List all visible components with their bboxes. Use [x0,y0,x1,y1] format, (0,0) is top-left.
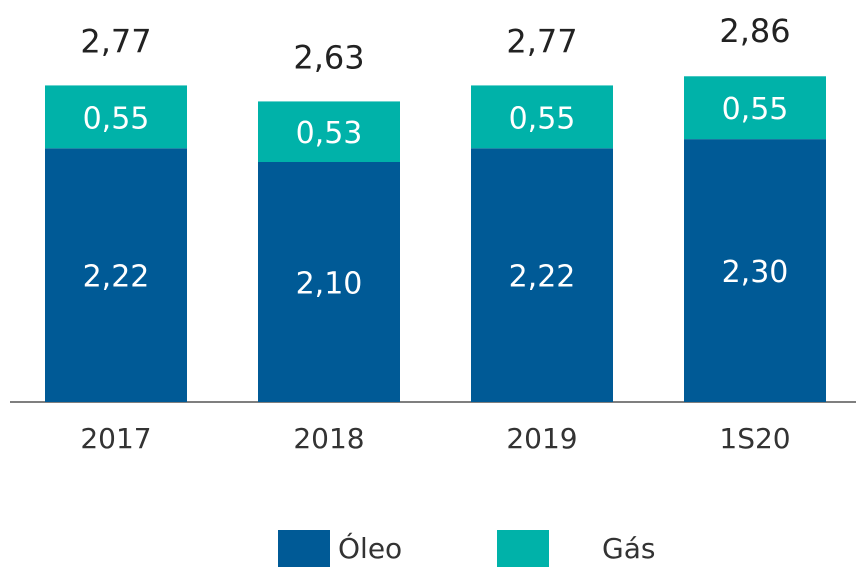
x-tick-label: 2018 [293,422,364,455]
bar-segment [471,85,613,149]
value-label: 2,30 [722,255,789,290]
x-tick-label: 2017 [80,422,151,455]
bar-segment [471,148,613,402]
legend-swatch [497,530,549,567]
bar-segment [684,139,826,402]
total-label: 2,77 [80,22,151,60]
bar-segment [45,85,187,149]
value-label: 0,55 [83,101,150,136]
legend-label: Gás [602,532,655,565]
x-tick-label: 1S20 [719,422,790,455]
total-label: 2,63 [293,38,364,76]
value-label: 0,55 [509,101,576,136]
value-label: 0,53 [296,116,363,151]
value-label: 2,10 [296,267,363,302]
legend-swatch [278,530,330,567]
bar-segment [684,76,826,140]
value-label: 0,55 [722,92,789,127]
legend-label: Óleo [338,531,402,565]
bar-segment [45,148,187,402]
x-tick-label: 2019 [506,422,577,455]
bar-segment [258,101,400,162]
value-label: 2,22 [83,260,150,295]
total-label: 2,77 [506,22,577,60]
value-label: 2,22 [509,260,576,295]
total-label: 2,86 [719,12,790,50]
bar-segment [258,162,400,402]
